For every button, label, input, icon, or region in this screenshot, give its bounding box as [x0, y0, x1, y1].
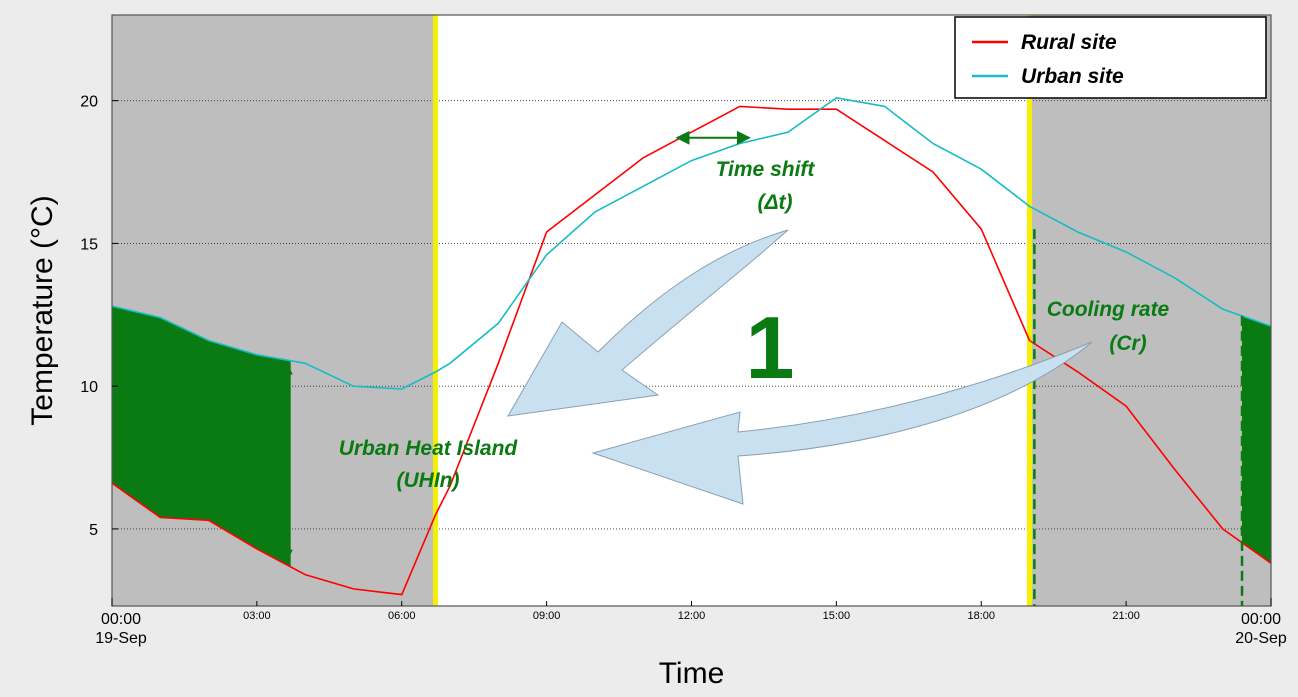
- xtick-label-0900: 09:00: [533, 610, 561, 622]
- series-line-urban: [112, 96, 1271, 390]
- xtick-label-2100: 21:00: [1112, 610, 1140, 622]
- ytick-label-20: 20: [80, 94, 98, 111]
- uhi-label-line1: Urban Heat Island: [339, 437, 519, 460]
- xtick-label-1500: 15:00: [823, 610, 851, 622]
- xtick-label-0600: 06:00: [388, 610, 416, 622]
- time-shift-label-line1: Time shift: [716, 158, 816, 181]
- major-xtick-date-1: 19-Sep: [95, 630, 147, 647]
- major-xtick-date-2: 20-Sep: [1235, 630, 1287, 647]
- x-axis-label: Time: [659, 657, 725, 690]
- uhi-fill-1: [112, 306, 291, 567]
- ytick-label-10: 10: [80, 379, 98, 396]
- curved-arrow-1: [507, 229, 789, 417]
- big-number-label: 1: [746, 298, 795, 397]
- y-axis-label: Temperature (°C): [26, 195, 59, 425]
- xtick-label-1800: 18:00: [967, 610, 995, 622]
- major-xtick-time-1: 00:00: [101, 611, 141, 628]
- legend-label-2: Urban site: [1021, 65, 1124, 88]
- legend-label-1: Rural site: [1021, 31, 1117, 54]
- curved-arrow-2: [591, 341, 1093, 505]
- xtick-label-1200: 12:00: [678, 610, 706, 622]
- ytick-label-5: 5: [89, 522, 98, 539]
- ytick-label-15: 15: [80, 236, 98, 253]
- night-shading-2: [1029, 15, 1271, 606]
- xtick-label-0300: 03:00: [243, 610, 271, 622]
- major-xtick-time-2: 00:00: [1241, 611, 1281, 628]
- uhi-fill-2: [1242, 315, 1271, 564]
- cooling-rate-label-line1: Cooling rate: [1047, 298, 1170, 321]
- legend-box: [954, 16, 1267, 99]
- cooling-rate-label-line2: (Cr): [1109, 332, 1146, 355]
- time-shift-label-line2: (Δt): [757, 191, 792, 214]
- uhi-label-line2: (UHIn): [397, 469, 460, 492]
